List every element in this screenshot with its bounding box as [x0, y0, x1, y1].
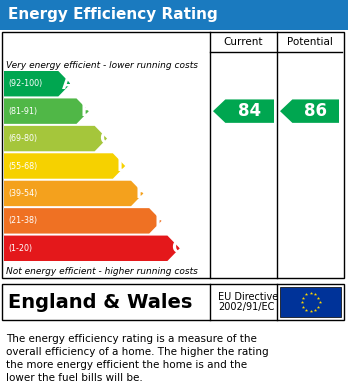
Bar [0, 0, 348, 30]
Text: Potential: Potential [286, 37, 332, 47]
Text: F: F [154, 212, 165, 230]
Text: (39-54): (39-54) [8, 189, 37, 198]
Text: (1-20): (1-20) [8, 244, 32, 253]
Polygon shape [213, 99, 274, 123]
Text: (92-100): (92-100) [8, 79, 42, 88]
Polygon shape [4, 99, 89, 124]
Polygon shape [4, 181, 143, 206]
Text: Current: Current [224, 37, 263, 47]
Text: (81-91): (81-91) [8, 107, 37, 116]
Polygon shape [4, 235, 180, 261]
Text: D: D [117, 157, 130, 175]
Text: overall efficiency of a home. The higher the rating: overall efficiency of a home. The higher… [6, 347, 269, 357]
Text: (21-38): (21-38) [8, 216, 37, 225]
Text: B: B [81, 102, 93, 120]
Text: C: C [99, 129, 111, 147]
Text: the more energy efficient the home is and the: the more energy efficient the home is an… [6, 360, 247, 370]
Text: Not energy efficient - higher running costs: Not energy efficient - higher running co… [6, 267, 198, 276]
Text: 2002/91/EC: 2002/91/EC [218, 302, 274, 312]
Text: E: E [136, 185, 147, 203]
Text: England & Wales: England & Wales [8, 292, 192, 312]
Polygon shape [280, 99, 339, 123]
Text: A: A [62, 75, 75, 93]
Text: (69-80): (69-80) [8, 134, 37, 143]
Text: EU Directive: EU Directive [218, 292, 278, 301]
Text: G: G [171, 239, 185, 257]
Text: Energy Efficiency Rating: Energy Efficiency Rating [8, 7, 218, 23]
Polygon shape [4, 126, 107, 151]
Polygon shape [4, 208, 161, 233]
Text: The energy efficiency rating is a measure of the: The energy efficiency rating is a measur… [6, 334, 257, 344]
Bar [2, 32, 344, 278]
Polygon shape [4, 71, 71, 97]
Text: 86: 86 [304, 102, 327, 120]
Text: 84: 84 [238, 102, 261, 120]
Bar [2, 284, 344, 320]
Bar [280, 287, 341, 317]
Text: (55-68): (55-68) [8, 161, 37, 170]
Polygon shape [4, 153, 125, 179]
Text: lower the fuel bills will be.: lower the fuel bills will be. [6, 373, 143, 383]
Text: Very energy efficient - lower running costs: Very energy efficient - lower running co… [6, 61, 198, 70]
